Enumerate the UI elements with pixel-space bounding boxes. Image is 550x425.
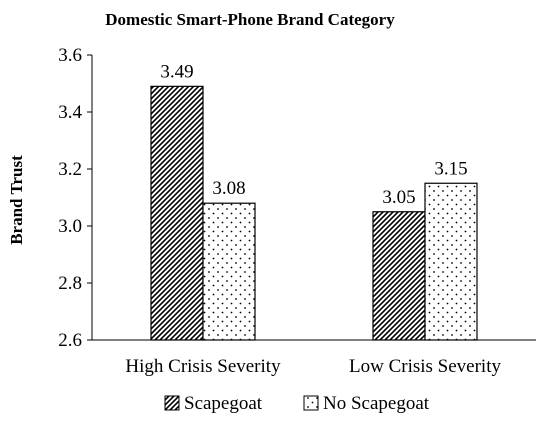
- bars: [150, 85, 478, 341]
- bar-no-scapegoat-high-crisis-severity: [202, 202, 256, 341]
- bar-scapegoat-low-crisis-severity: [372, 211, 426, 341]
- data-labels: 3.49 3.08 3.05 3.15: [160, 61, 467, 207]
- y-axis: 2.6 2.8 3.0 3.2 3.4 3.6: [58, 45, 92, 351]
- y-tick-label: 2.6: [58, 330, 82, 351]
- data-label-scapegoat-low-crisis-severity: 3.05: [382, 187, 415, 208]
- y-tick-label: 3.6: [58, 45, 82, 66]
- y-tick-label: 3.0: [58, 216, 82, 237]
- y-tick-label: 3.2: [58, 159, 82, 180]
- data-label-no-scapegoat-low-crisis-severity: 3.15: [434, 158, 467, 179]
- legend: Scapegoat No Scapegoat: [164, 393, 430, 414]
- x-tick-label-low-crisis-severity: Low Crisis Severity: [349, 356, 501, 377]
- y-axis-label: Brand Trust: [7, 155, 26, 245]
- legend-label-no-scapegoat: No Scapegoat: [323, 393, 430, 414]
- y-tick-label: 2.8: [58, 273, 82, 294]
- bar-scapegoat-high-crisis-severity: [150, 85, 204, 341]
- legend-swatch-no-scapegoat: [303, 395, 319, 411]
- chart-title: Domestic Smart-Phone Brand Category: [105, 10, 395, 29]
- data-label-scapegoat-high-crisis-severity: 3.49: [160, 61, 193, 82]
- data-label-no-scapegoat-high-crisis-severity: 3.08: [212, 178, 245, 199]
- legend-label-scapegoat: Scapegoat: [184, 393, 263, 414]
- bar-no-scapegoat-low-crisis-severity: [424, 182, 478, 341]
- x-tick-label-high-crisis-severity: High Crisis Severity: [125, 356, 281, 377]
- legend-swatch-scapegoat: [164, 395, 180, 411]
- y-tick-label: 3.4: [58, 102, 82, 123]
